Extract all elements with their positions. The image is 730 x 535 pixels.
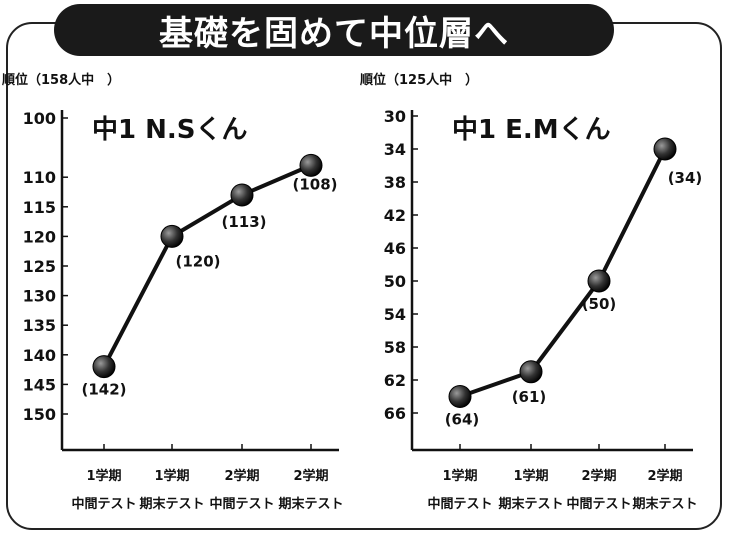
- series-line: [459, 148, 667, 399]
- y-tick-label: 34: [384, 140, 406, 159]
- x-tick-label: 1学期: [86, 468, 121, 484]
- y-tick-label: 58: [384, 338, 406, 357]
- x-tick-label: 1学期: [442, 468, 477, 484]
- y-tick-label: 125: [23, 257, 56, 276]
- y-tick-label: 42: [384, 206, 406, 225]
- x-tick-label: 中間テスト: [209, 496, 274, 512]
- data-point: [587, 269, 611, 293]
- y-tick-label: 115: [23, 198, 56, 217]
- x-tick-label: 期末テスト: [278, 496, 343, 512]
- y-tick-label: 50: [384, 272, 406, 291]
- y-tick-label: 110: [23, 168, 56, 187]
- y-tick-label: 46: [384, 239, 406, 258]
- data-label: (50): [582, 295, 617, 313]
- y-tick-label: 100: [23, 109, 56, 128]
- x-tick-label: 2学期: [224, 468, 259, 484]
- x-tick-label: 1学期: [513, 468, 548, 484]
- chart-title: 中1 E.Mくん: [452, 115, 611, 145]
- x-tick-label: 期末テスト: [498, 496, 563, 512]
- x-tick-label: 2学期: [647, 468, 682, 484]
- y-tick-label: 135: [23, 316, 56, 335]
- y-axis-label: 順位（158人中 ）: [2, 72, 120, 88]
- data-label: (108): [292, 175, 337, 193]
- data-point: [160, 224, 184, 248]
- y-tick-label: 54: [384, 305, 406, 324]
- x-tick-label: 中間テスト: [427, 496, 492, 512]
- data-point: [448, 385, 472, 408]
- y-tick-label: 62: [384, 371, 406, 390]
- x-tick-label: 中間テスト: [71, 496, 136, 512]
- data-point: [299, 153, 323, 177]
- y-tick-label: 30: [384, 107, 406, 126]
- data-label: (113): [221, 213, 266, 231]
- data-point: [230, 183, 254, 207]
- data-point: [519, 360, 543, 384]
- y-tick-label: 38: [384, 173, 406, 192]
- series-line: [102, 163, 312, 368]
- data-label: (34): [668, 169, 703, 187]
- y-tick-label: 130: [23, 287, 56, 306]
- y-tick-label: 145: [23, 375, 56, 394]
- data-label: (61): [512, 388, 547, 406]
- x-tick-label: 1学期: [154, 468, 189, 484]
- y-tick-label: 140: [23, 346, 56, 365]
- data-point: [653, 137, 677, 161]
- data-point: [92, 355, 116, 379]
- banner-title: 基礎を固めて中位層へ: [54, 4, 614, 56]
- chart-title: 中1 N.Sくん: [92, 115, 248, 145]
- x-tick-label: 期末テスト: [632, 496, 697, 512]
- data-label: (120): [175, 252, 220, 270]
- y-tick-label: 150: [23, 405, 56, 424]
- y-tick-label: 120: [23, 227, 56, 246]
- x-tick-label: 期末テスト: [139, 496, 204, 512]
- data-label: (142): [81, 381, 126, 399]
- data-label: (64): [445, 411, 480, 429]
- x-tick-label: 2学期: [293, 468, 328, 484]
- y-tick-label: 66: [384, 404, 406, 423]
- x-tick-label: 中間テスト: [566, 496, 631, 512]
- y-axis-label: 順位（125人中 ）: [360, 72, 478, 88]
- x-tick-label: 2学期: [581, 468, 616, 484]
